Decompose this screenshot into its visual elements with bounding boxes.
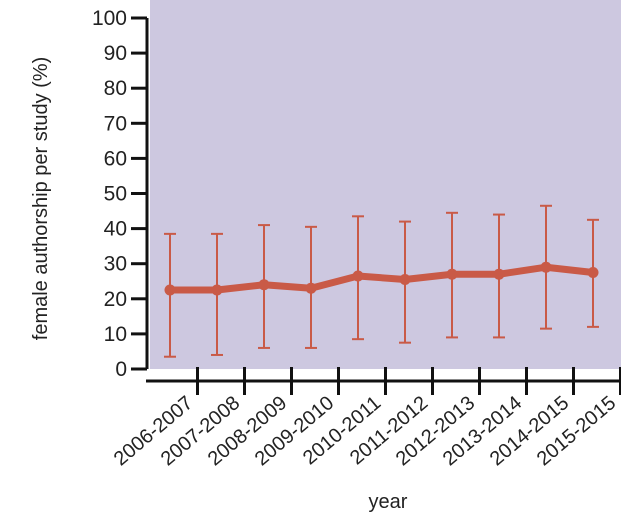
plot-background xyxy=(150,0,621,369)
data-point xyxy=(164,284,176,296)
y-tick-label: 80 xyxy=(104,77,127,100)
y-tick-label: 30 xyxy=(104,253,127,276)
y-ticks: 0 10 20 30 40 50 60 70 80 90 100 xyxy=(92,7,147,381)
y-axis-label: female authorship per study (%) xyxy=(30,57,52,340)
y-tick-label: 40 xyxy=(104,218,127,241)
data-point xyxy=(211,284,223,296)
data-point xyxy=(305,282,317,294)
y-tick-label: 100 xyxy=(92,7,127,30)
series-line xyxy=(166,263,597,294)
data-point xyxy=(493,268,505,280)
y-tick-label: 10 xyxy=(104,323,127,346)
y-tick-label: 90 xyxy=(104,42,127,65)
y-tick-label: 60 xyxy=(104,147,127,170)
y-tick-label: 0 xyxy=(115,358,127,381)
y-tick-label: 70 xyxy=(104,112,127,135)
y-tick-label: 20 xyxy=(104,288,127,311)
data-point xyxy=(587,266,599,278)
data-point xyxy=(352,270,364,282)
data-point xyxy=(399,273,411,285)
data-point xyxy=(540,261,552,273)
x-axis-label: year xyxy=(369,491,408,513)
data-point xyxy=(258,279,270,291)
data-point xyxy=(446,268,458,280)
y-tick-label: 50 xyxy=(104,183,127,206)
